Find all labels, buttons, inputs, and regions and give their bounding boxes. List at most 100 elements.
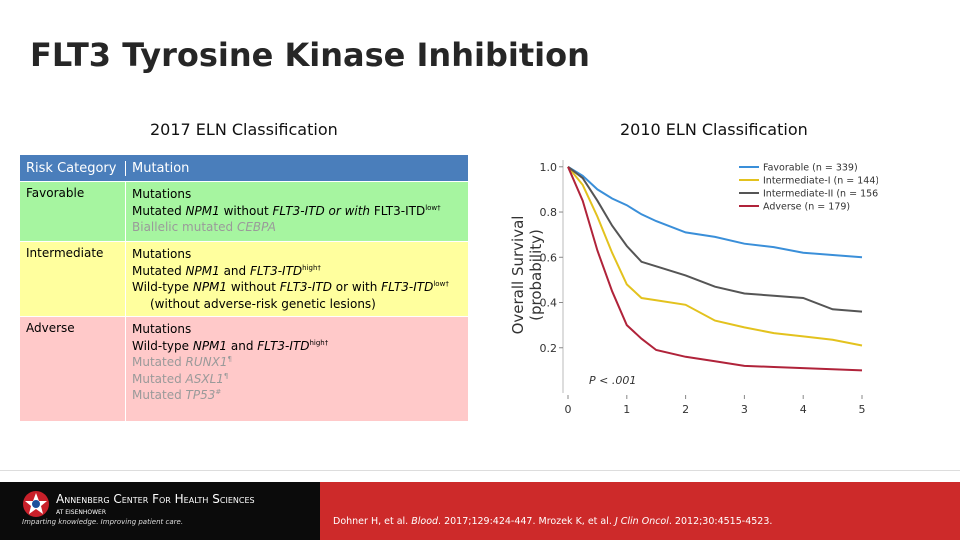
text: # [215, 388, 222, 396]
text: NPM1 [192, 280, 228, 294]
survival-chart: Overall Survival (probability) P < .001 … [503, 155, 878, 421]
text: high [302, 263, 318, 272]
text: ¶ [227, 355, 232, 363]
text: † [437, 203, 441, 212]
text: Mutated [132, 203, 186, 218]
text: or with [331, 280, 382, 294]
table-row: Favorable Mutations Mutated NPM1 without… [20, 182, 468, 242]
legend-label: Favorable (n = 339) [763, 163, 858, 174]
text: J Clin Oncol [614, 516, 669, 527]
table-header: Risk Category Mutation [20, 155, 468, 182]
chart-background [503, 155, 878, 421]
survival-curve [567, 166, 863, 372]
text: and [227, 338, 258, 353]
text: low [433, 280, 446, 288]
annotation: P < .001 [589, 374, 636, 387]
risk-category: Intermediate [20, 242, 126, 316]
header-cell: Mutation [132, 160, 190, 176]
mutation-line: Mutated RUNX1¶ [132, 354, 462, 371]
y-tick-label: 1.0 [540, 161, 558, 174]
text: Blood [411, 516, 439, 527]
y-axis-label: (probability) [527, 229, 545, 321]
text: Dohner H, et al. [333, 516, 412, 527]
text: Mutated [132, 263, 186, 278]
x-tick-label: 5 [859, 403, 866, 416]
mutation-cell: Mutations Mutated NPM1 and FLT3-ITDhigh†… [126, 242, 468, 316]
text: Mutated [132, 388, 186, 402]
text: NPM1 [185, 263, 220, 278]
logo-name: Annenberg Center For Health Sciences [56, 492, 255, 506]
legend-label: Adverse (n = 179) [763, 202, 850, 213]
mutation-line: Wild-type NPM1 and FLT3-ITDhigh† [132, 338, 462, 355]
citation: Dohner H, et al. Blood. 2017;129:424-447… [333, 516, 772, 527]
y-axis-label: Overall Survival [509, 216, 527, 335]
mutation-cell: Mutations Mutated NPM1 without FLT3-ITD … [126, 182, 468, 241]
footer-logo-band: Annenberg Center For Health Sciences AT … [0, 482, 320, 540]
text: CEBPA [236, 220, 276, 234]
mutation-line: Mutations [132, 321, 462, 338]
text: RUNX1 [185, 355, 228, 369]
slide-title: FLT3 Tyrosine Kinase Inhibition [30, 36, 590, 74]
risk-category: Adverse [20, 317, 126, 421]
text: ¶ [223, 371, 229, 380]
mutation-cell: Mutations Wild-type NPM1 and FLT3-ITDhig… [126, 317, 468, 421]
risk-category: Favorable [20, 182, 126, 241]
table-row: Adverse Mutations Wild-type NPM1 and FLT… [20, 317, 468, 422]
survival-curve [567, 165, 863, 259]
text: Mutated [132, 355, 186, 369]
risk-table: Risk Category Mutation Favorable Mutatio… [20, 155, 468, 422]
text: . 2012;30:4515-4523. [668, 516, 773, 527]
mutation-line: Biallelic mutated CEBPA [132, 219, 462, 236]
mutation-line: Mutated ASXL1¶ [132, 371, 462, 388]
mutation-line: Mutations [132, 246, 462, 263]
x-tick-label: 1 [623, 403, 630, 416]
text: FLT3-ITD [370, 203, 426, 218]
text: † [317, 263, 321, 272]
x-tick-label: 2 [682, 403, 689, 416]
text: low [425, 203, 438, 212]
header-cell: Risk Category [20, 160, 126, 176]
text: Wild-type [132, 338, 193, 353]
right-heading: 2010 ELN Classification [620, 120, 808, 139]
text: Mutations [132, 322, 192, 336]
text: FLT3-ITD [279, 280, 332, 294]
y-tick-label: 0.4 [540, 297, 558, 310]
text: without [219, 203, 273, 218]
text: FLT3-ITD [257, 338, 310, 353]
text: † [324, 338, 329, 347]
text: without [227, 280, 280, 294]
mutation-line: Mutations [132, 186, 462, 203]
mutation-line: Mutated NPM1 without FLT3-ITD or with FL… [132, 203, 462, 220]
y-tick-label: 0.8 [540, 206, 558, 219]
survival-curve [567, 166, 863, 347]
y-tick-label: 0.2 [540, 342, 558, 355]
text: high [309, 338, 325, 347]
text: FLT3-ITD or with [272, 203, 371, 218]
divider [0, 470, 960, 471]
text: and [219, 263, 250, 278]
text: FLT3-ITD [381, 280, 434, 294]
table-row: Intermediate Mutations Mutated NPM1 and … [20, 242, 468, 317]
text: Mutated [132, 371, 186, 386]
y-tick-label: 0.6 [540, 251, 558, 264]
text: FLT3-ITD [249, 263, 303, 278]
text: ASXL1 [185, 371, 224, 386]
mutation-line: Mutated TP53# [132, 387, 462, 404]
text: Mutations [132, 187, 192, 201]
left-heading: 2017 ELN Classification [150, 120, 338, 139]
survival-curve [567, 166, 863, 313]
footer-band [320, 482, 960, 540]
x-tick-label: 4 [800, 403, 807, 416]
logo: Annenberg Center For Health Sciences AT … [22, 491, 255, 526]
text: † [445, 280, 449, 288]
mutation-line: Mutated NPM1 and FLT3-ITDhigh† [132, 263, 462, 280]
text: TP53 [185, 388, 216, 402]
text: . 2017;129:424-447. Mrozek K, et al. [438, 516, 615, 527]
mutation-line: Wild-type NPM1 without FLT3-ITD or with … [132, 279, 462, 296]
legend-label: Intermediate-I (n = 144) [763, 176, 878, 187]
mutation-line: (without adverse-risk genetic lesions) [132, 296, 462, 313]
logo-tagline: Imparting knowledge. Improving patient c… [22, 518, 183, 526]
text: NPM1 [192, 338, 228, 353]
text: Mutations [132, 247, 192, 261]
